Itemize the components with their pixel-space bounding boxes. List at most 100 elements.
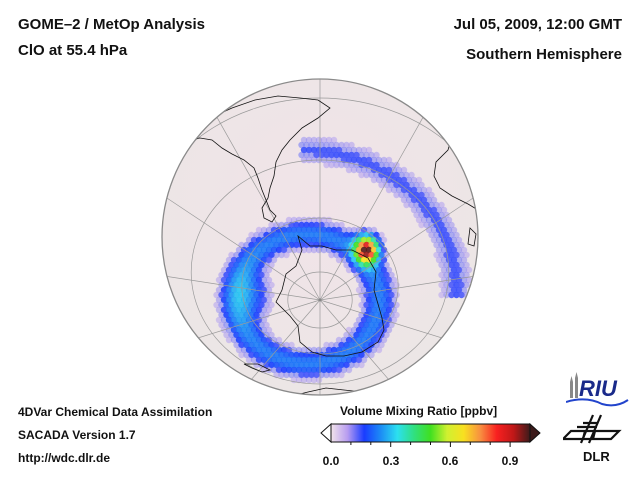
clo-cell — [230, 316, 238, 324]
clo-cell — [278, 241, 285, 249]
clo-cell — [348, 361, 355, 369]
clo-cell — [308, 151, 315, 159]
clo-cell — [290, 366, 298, 374]
clo-cell — [448, 251, 455, 259]
clo-cell — [408, 171, 415, 179]
clo-cell — [315, 356, 323, 364]
clo-cell — [328, 161, 335, 169]
clo-cell — [305, 246, 313, 254]
clo-cell — [360, 256, 368, 264]
clo-cell — [363, 161, 370, 169]
clo-cell — [270, 356, 278, 364]
clo-cell — [380, 166, 388, 174]
clo-cell — [338, 371, 345, 379]
clo-cell — [273, 361, 280, 369]
map-title: GOME–2 / MetOp Analysis — [18, 16, 205, 33]
clo-cell — [255, 276, 263, 284]
clo-cell — [358, 171, 365, 179]
clo-cell — [230, 296, 238, 304]
clo-cell — [375, 316, 383, 324]
clo-cell — [235, 276, 243, 284]
clo-cell — [250, 336, 258, 344]
clo-cell — [353, 361, 360, 369]
clo-cell — [298, 221, 305, 229]
clo-cell — [400, 196, 408, 204]
clo-cell — [328, 361, 335, 369]
clo-cell — [315, 226, 323, 234]
clo-cell — [395, 186, 403, 194]
coast-south-america — [174, 95, 331, 223]
clo-cell — [263, 231, 270, 239]
clo-cell — [343, 351, 350, 359]
clo-cell — [398, 191, 405, 199]
clo-cell — [315, 146, 323, 154]
clo-cell — [348, 141, 355, 149]
clo-cell — [255, 296, 263, 304]
clo-cell — [308, 231, 315, 239]
clo-cell — [285, 216, 293, 224]
map-datetime: Jul 05, 2009, 12:00 GMT — [453, 16, 622, 33]
clo-cell — [378, 171, 385, 179]
clo-cell — [383, 161, 390, 169]
clo-cell — [368, 301, 375, 309]
clo-cell — [218, 291, 225, 299]
clo-cell — [348, 331, 355, 339]
clo-cell — [235, 246, 243, 254]
clo-cell — [453, 261, 460, 269]
clo-cell — [238, 301, 245, 309]
clo-cell — [310, 376, 318, 384]
footer-url[interactable]: http://wdc.dlr.de — [18, 451, 110, 465]
clo-cell — [283, 231, 290, 239]
clo-cell — [383, 331, 390, 339]
clo-cell — [248, 351, 255, 359]
clo-cell — [340, 236, 348, 244]
clo-cell — [308, 241, 315, 249]
clo-cell — [373, 151, 380, 159]
clo-cell — [303, 371, 310, 379]
clo-cell — [335, 366, 343, 374]
clo-cell — [423, 221, 430, 229]
clo-cell — [358, 331, 365, 339]
clo-cell — [295, 376, 303, 384]
clo-cell — [288, 341, 295, 349]
clo-cell — [408, 181, 415, 189]
clo-cell — [295, 356, 303, 364]
clo-cell — [360, 286, 368, 294]
clo-cell — [415, 176, 423, 184]
clo-cell — [373, 251, 380, 259]
clo-cell — [320, 246, 328, 254]
clo-cell — [345, 226, 353, 234]
clo-cell — [403, 181, 410, 189]
colorbar-tick-marks — [350, 442, 511, 447]
clo-cell — [338, 231, 345, 239]
clo-cell — [365, 276, 373, 284]
colorbar-tick-label: 0.0 — [322, 454, 340, 468]
clo-cell — [230, 286, 238, 294]
clo-cell — [310, 226, 318, 234]
footer-method: 4DVar Chemical Data Assimilation — [18, 405, 213, 419]
clo-cell — [233, 311, 240, 319]
clo-cell — [260, 276, 268, 284]
clo-cell — [320, 346, 328, 354]
clo-cell — [410, 186, 418, 194]
clo-cell — [390, 186, 398, 194]
clo-cell — [343, 261, 350, 269]
clo-cell — [260, 316, 268, 324]
clo-cell — [355, 146, 363, 154]
clo-cell — [228, 261, 235, 269]
clo-cell — [438, 211, 445, 219]
clo-cell — [435, 226, 443, 234]
clo-cell — [263, 251, 270, 259]
clo-cell — [385, 276, 393, 284]
clo-cell — [350, 226, 358, 234]
clo-cell — [448, 291, 455, 299]
clo-cell — [240, 326, 248, 334]
clo-cell — [338, 151, 345, 159]
clo-cell — [438, 201, 445, 209]
clo-cell — [303, 151, 310, 159]
clo-cell — [430, 236, 438, 244]
clo-cell — [383, 311, 390, 319]
clo-cell — [393, 311, 400, 319]
globe-outline — [161, 78, 479, 396]
meridian-line — [319, 299, 451, 395]
